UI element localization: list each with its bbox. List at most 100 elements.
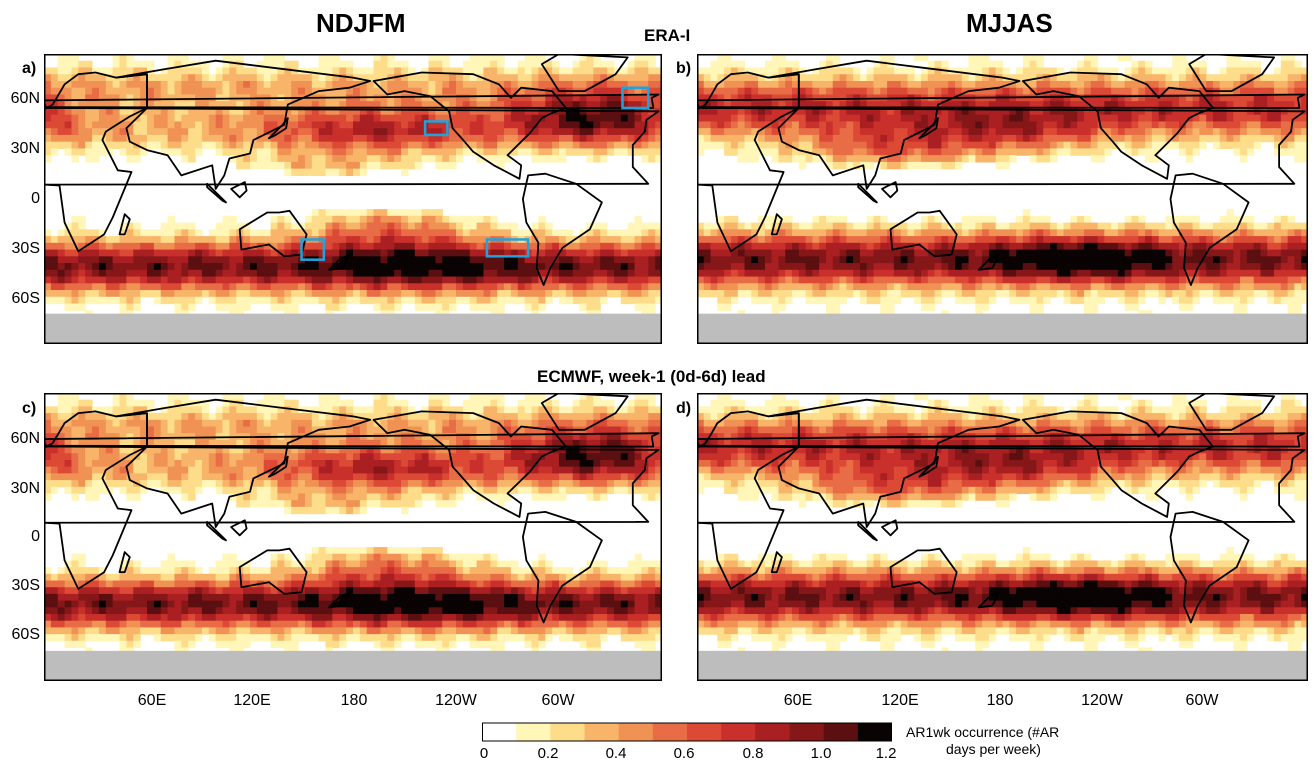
colorbar-tick-1-2: 1.2 bbox=[875, 745, 897, 762]
coastline-southAmerica bbox=[522, 511, 603, 624]
lat-label-30n-top: 30N bbox=[10, 140, 40, 157]
coastlines bbox=[44, 54, 660, 286]
lat-label-30s-top: 30S bbox=[11, 240, 40, 257]
box-north-atlantic bbox=[621, 86, 650, 110]
lon-label-120w-right: 120W bbox=[1081, 692, 1123, 709]
coastline-africaEurope bbox=[697, 107, 1306, 186]
coastline-asia bbox=[767, 59, 1021, 190]
box-tasman bbox=[300, 238, 326, 261]
antarctica-mask bbox=[44, 650, 662, 681]
coastline-borneo bbox=[881, 519, 899, 537]
colorbar-tick-0-6: 0.6 bbox=[673, 745, 695, 762]
coastline-japan bbox=[268, 455, 289, 478]
coastline-borneo bbox=[881, 181, 899, 199]
antarctica-mask bbox=[44, 313, 662, 344]
heat-field bbox=[44, 54, 662, 344]
map-frame bbox=[697, 393, 1308, 681]
coastline-uk bbox=[697, 432, 1306, 448]
coastline-southAmerica bbox=[1169, 172, 1250, 286]
coastline-southAmerica bbox=[522, 172, 603, 286]
colorbar-tick-1-0: 1.0 bbox=[810, 745, 832, 762]
coastline-uk bbox=[44, 432, 660, 448]
coastline-asia bbox=[115, 59, 372, 190]
coastlines bbox=[44, 393, 660, 624]
coastline-greenland bbox=[1188, 54, 1275, 92]
coastline-africaEurope bbox=[44, 107, 660, 186]
coastline-madagascar bbox=[770, 213, 783, 236]
coastline-africaEurope bbox=[44, 445, 660, 524]
map-panel-c bbox=[44, 393, 662, 681]
lat-label-0-top: 0 bbox=[31, 190, 40, 207]
colorbar-segment bbox=[857, 723, 892, 741]
colorbar-tick-0-4: 0.4 bbox=[605, 745, 627, 762]
colorbar bbox=[482, 722, 892, 742]
map-panel-d bbox=[697, 393, 1308, 681]
coastline-australia bbox=[889, 547, 958, 595]
coastline-sumatra bbox=[857, 521, 878, 542]
title-ndjfm: NDJFM bbox=[316, 8, 406, 38]
coastline-southAmerica bbox=[1169, 511, 1250, 624]
colorbar-segment bbox=[755, 723, 790, 741]
lat-label-30s-bottom: 30S bbox=[11, 577, 40, 594]
colorbar-segment bbox=[584, 723, 620, 741]
box-south-pacific bbox=[485, 238, 530, 258]
title-ecmwf: ECMWF, week-1 (0d-6d) lead bbox=[537, 367, 766, 386]
panel-letter-d: d) bbox=[676, 400, 692, 417]
colorbar-segment bbox=[687, 723, 722, 741]
colorbar-label-line1: AR1wk occurrence (#AR bbox=[906, 724, 1060, 740]
coastline-japan bbox=[918, 117, 939, 140]
coastline-australia bbox=[889, 209, 958, 258]
antarctica-mask bbox=[697, 313, 1308, 344]
map-panel-a bbox=[44, 54, 662, 344]
coastline-greenland bbox=[1188, 393, 1275, 431]
colorbar-label: AR1wk occurrence (#AR days per week) bbox=[906, 724, 1059, 758]
coastline-sumatra bbox=[206, 521, 227, 542]
heat-field bbox=[697, 393, 1308, 681]
colorbar-tick-0: 0 bbox=[479, 745, 489, 762]
coastline-greenland bbox=[540, 54, 629, 92]
colorbar-tick-0-2: 0.2 bbox=[537, 745, 559, 762]
lat-label-30n-bottom: 30N bbox=[10, 480, 40, 497]
lon-label-60e-right: 60E bbox=[783, 692, 813, 709]
panel-letter-b: b) bbox=[676, 60, 692, 77]
coastlines bbox=[697, 54, 1306, 286]
map-panel-b bbox=[697, 54, 1308, 344]
coastline-asia bbox=[115, 398, 372, 528]
colorbar-segment bbox=[516, 723, 551, 741]
colorbar-tick-0-8: 0.8 bbox=[742, 745, 764, 762]
panel-letter-a: a) bbox=[22, 60, 37, 77]
coastline-madagascar bbox=[118, 213, 131, 236]
colorbar-segment bbox=[618, 723, 654, 741]
lat-label-60n-bottom: 60N bbox=[10, 430, 40, 447]
coastline-sumatra bbox=[206, 182, 227, 204]
coastline-japan bbox=[268, 117, 289, 140]
title-era-i: ERA-I bbox=[644, 26, 691, 45]
coastline-australia bbox=[238, 209, 308, 258]
coastline-sumatra bbox=[857, 182, 878, 204]
coastline-madagascar bbox=[770, 551, 783, 574]
coastline-uk bbox=[44, 93, 660, 109]
coastline-nz bbox=[328, 253, 351, 271]
coastline-greenland bbox=[540, 393, 629, 431]
colorbar-segment bbox=[550, 723, 585, 741]
lon-label-60e-left: 60E bbox=[137, 692, 167, 709]
lat-label-60s-bottom: 60S bbox=[11, 626, 40, 643]
coastline-africaEurope bbox=[697, 445, 1306, 524]
lat-label-0-bottom: 0 bbox=[31, 528, 40, 545]
coastline-uk bbox=[697, 93, 1306, 109]
coastline-borneo bbox=[230, 181, 248, 199]
map-frame bbox=[44, 54, 662, 344]
coastline-nz bbox=[977, 591, 1000, 609]
coastline-japan bbox=[918, 455, 939, 478]
colorbar-segment bbox=[721, 723, 756, 741]
coastline-borneo bbox=[230, 519, 248, 537]
coastline-asia bbox=[767, 398, 1021, 528]
colorbar-segment bbox=[652, 723, 688, 741]
box-north-pacific bbox=[423, 120, 449, 137]
coastline-madagascar bbox=[118, 551, 131, 574]
colorbar-label-line2: days per week) bbox=[946, 741, 1041, 757]
map-frame bbox=[44, 393, 662, 681]
lon-label-120w-left: 120W bbox=[435, 692, 477, 709]
lon-label-180-right: 180 bbox=[986, 692, 1014, 709]
coastline-australia bbox=[238, 547, 308, 595]
